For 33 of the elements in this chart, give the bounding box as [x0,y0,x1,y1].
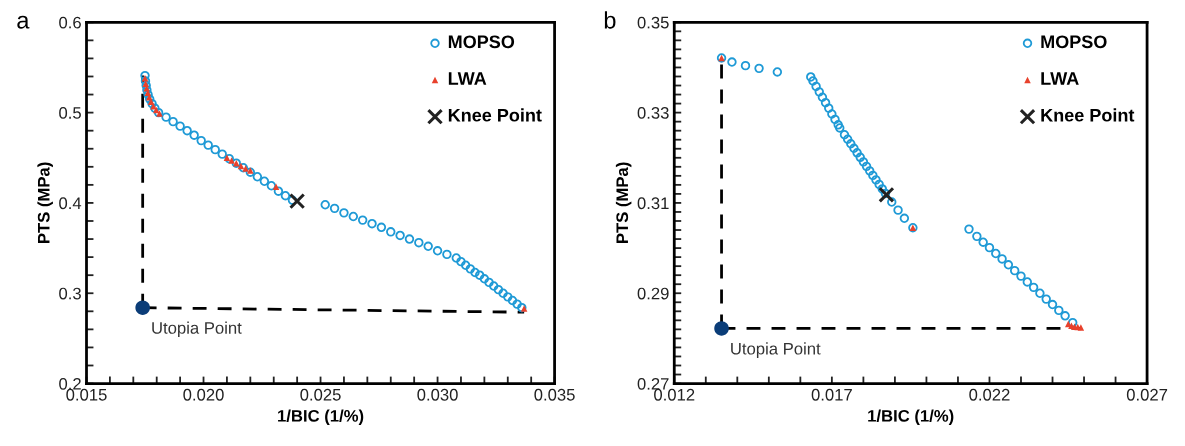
x-tick-label: 0.017 [811,388,852,401]
legend-label: LWA [1041,72,1079,85]
y-tick-label: 0.29 [637,287,669,300]
legend-label: Knee Point [448,108,542,122]
y-tick-label: 0.2 [59,377,81,390]
x-tick-label: 0.035 [534,388,575,401]
chart-title: b [604,11,616,29]
x-axis-title: 1/BIC (1/%) [868,409,954,426]
x-tick-label: 0.015 [66,388,107,401]
legend-label: LWA [448,72,487,85]
x-tick-label: 0.022 [969,388,1010,401]
x-axis-title: 1/BIC (1/%) [278,409,364,426]
legend-label: Knee Point [1041,108,1135,122]
y-tick-label: 0.6 [59,16,81,29]
annotation: Utopia Point [152,321,242,338]
x-tick-label: 0.030 [417,388,458,401]
legend-label: MOPSO [1041,35,1107,49]
chart-title: a [17,15,30,29]
y-tick-label: 0.5 [59,107,81,119]
x-tick-label: 0.020 [183,388,224,401]
y-axis-title: PTS (MPa) [37,162,53,244]
y-axis-title: PTS (MPa) [615,162,632,244]
y-tick-label: 0.35 [637,16,669,29]
legend-label: MOPSO [448,35,515,49]
x-tick-label: 0.027 [1126,388,1168,401]
y-tick-label: 0.33 [637,107,669,119]
annotation: Utopia Point [731,342,821,358]
x-tick-label: 0.025 [300,388,341,401]
x-tick-label: 0.012 [654,388,695,401]
y-tick-label: 0.27 [637,377,669,390]
y-tick-label: 0.4 [59,197,82,210]
y-tick-label: 0.3 [59,287,81,300]
y-tick-label: 0.31 [637,197,669,210]
